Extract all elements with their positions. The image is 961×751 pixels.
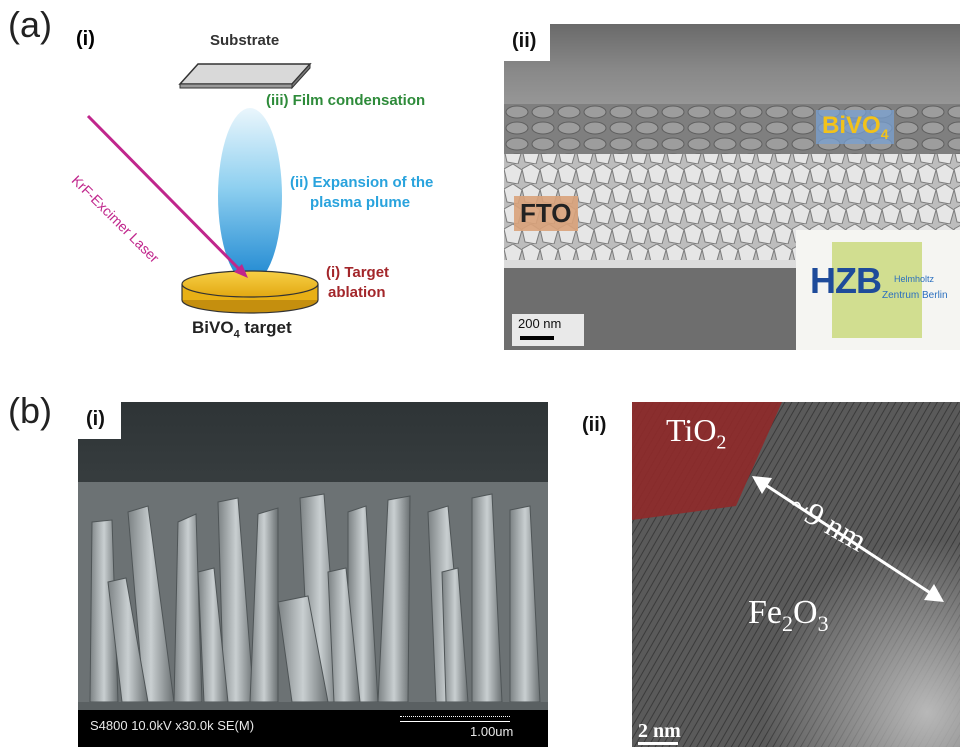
fe2o3-label-b: O: [793, 594, 818, 631]
tio2-label-sub: 2: [716, 431, 727, 454]
scale-text-b-i: 1.00um: [470, 724, 514, 739]
scale-text-a: 200 nm: [518, 316, 562, 331]
step-iii-label: (iii) Film condensation: [266, 92, 426, 109]
laser-beam: [86, 114, 244, 274]
target-label-main: BiVO: [192, 318, 234, 337]
bivo4-label-sub: 4: [880, 125, 889, 142]
hzb-logo-small-1: Helmholtz: [894, 274, 935, 284]
step-i-label-line1: (i) Target: [326, 264, 390, 281]
pld-schematic: (i) Substrate (iii) Film conde: [69, 20, 490, 350]
sem-info-text: S4800 10.0kV x30.0k SE(M): [90, 718, 255, 733]
fto-label: FTO: [514, 196, 578, 231]
fe2o3-label-sub2: 3: [817, 610, 829, 636]
panel-b-letter: (b): [8, 390, 52, 431]
sem-nanorods-image: [78, 402, 548, 747]
sample-square: [832, 242, 922, 338]
hzb-sample-inset: HZB Helmholtz Zentrum Berlin: [796, 230, 960, 350]
pld-diagram: [86, 62, 319, 314]
target-label-suffix: target: [239, 318, 292, 337]
scale-bar-b-i: [400, 716, 510, 722]
step-ii-label-line2: plasma plume: [310, 194, 411, 211]
hzb-logo-small-2: Zentrum Berlin: [882, 290, 948, 301]
target-label-sub: 4: [233, 328, 240, 341]
tio2-label-main: TiO: [666, 412, 717, 448]
panel-a-ii-label: (ii): [504, 24, 551, 61]
panel-b-i-label: (i): [78, 402, 121, 439]
panel-a-i-label: (i): [76, 28, 95, 50]
sem-cross-section-image: [504, 24, 960, 350]
fe2o3-label: Fe2O3: [748, 594, 829, 637]
panel-b-ii-label: (ii): [582, 414, 607, 436]
step-i-label-line2: ablation: [328, 284, 386, 301]
hrtem-image: TiO2 ~9 nm Fe2O3 2 nm: [632, 402, 960, 747]
target-label: BiVO4 target: [192, 318, 292, 340]
size-arrow: [757, 478, 939, 600]
bivo4-label-main: BiVO: [822, 112, 881, 139]
substrate-label: Substrate: [210, 32, 280, 49]
scale-bar-b-ii: [638, 742, 678, 745]
tio2-label: TiO2: [666, 412, 726, 454]
substrate-plate: [178, 63, 312, 85]
sem-nanorods: (i) S4800 10.0kV x30.0k SE(M) 1.00um: [78, 402, 548, 747]
sem-info-bar: S4800 10.0kV x30.0k SE(M) 1.00um: [78, 710, 548, 747]
plasma-plume: [218, 108, 282, 284]
scale-box-a: 200 nm: [512, 314, 584, 346]
scale-bar-a: [520, 336, 554, 340]
fe2o3-label-sub1: 2: [782, 610, 793, 636]
step-ii-label-line1: (ii) Expansion of the: [290, 174, 434, 191]
tio2-region: [632, 402, 782, 520]
sem-cross-section: (ii) BiVO4 FTO HZB Helmholtz Zentrum Ber…: [504, 24, 960, 350]
fe2o3-label-a: Fe: [748, 594, 782, 631]
target-disc: [181, 270, 319, 298]
scale-text-b-ii: 2 nm: [638, 720, 681, 742]
panel-a-letter: (a): [8, 4, 52, 45]
bivo4-label: BiVO4: [816, 110, 895, 144]
hzb-logo: HZB: [810, 260, 882, 301]
hrtem-lattice: [632, 402, 960, 747]
